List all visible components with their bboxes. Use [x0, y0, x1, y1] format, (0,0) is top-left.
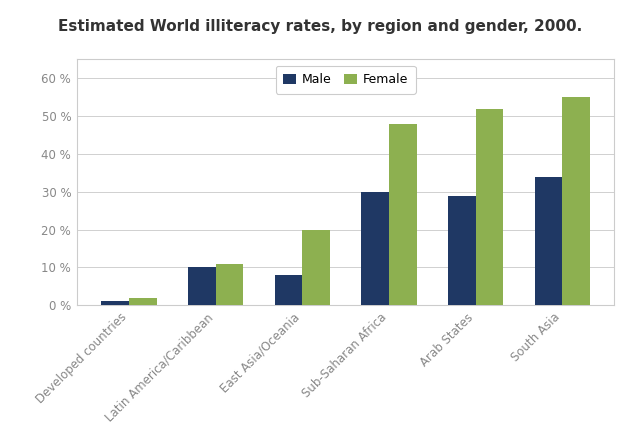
- Bar: [188, 268, 216, 305]
- Text: Estimated World illiteracy rates, by region and gender, 2000.: Estimated World illiteracy rates, by reg…: [58, 19, 582, 34]
- Bar: [275, 275, 302, 305]
- Bar: [389, 124, 417, 305]
- Bar: [129, 298, 157, 305]
- Bar: [534, 177, 562, 305]
- Bar: [448, 195, 476, 305]
- Legend: Male, Female: Male, Female: [276, 66, 415, 94]
- Bar: [562, 97, 590, 305]
- Bar: [361, 192, 389, 305]
- Bar: [101, 301, 129, 305]
- Bar: [302, 230, 330, 305]
- Bar: [476, 109, 503, 305]
- Bar: [216, 264, 243, 305]
